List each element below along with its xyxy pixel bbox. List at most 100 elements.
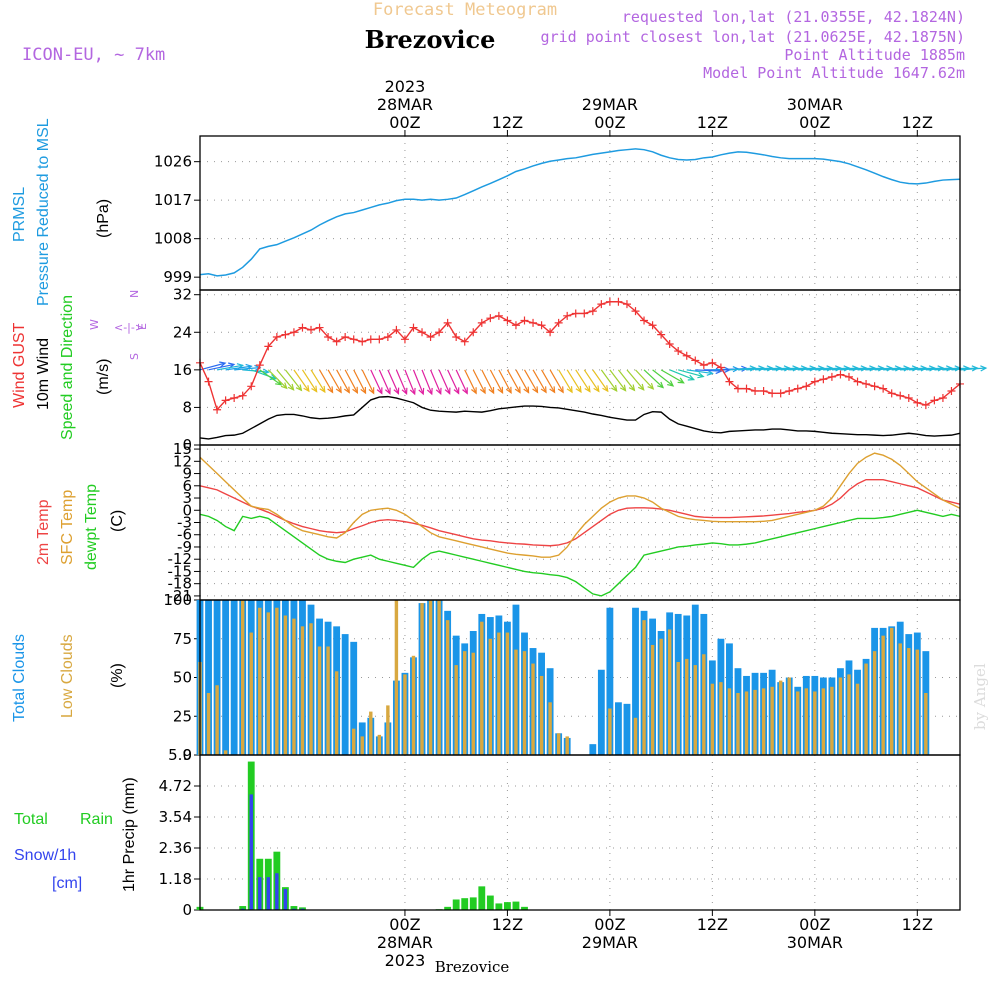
temp-ytick-label: 3 (182, 489, 192, 507)
low-clouds-bar (770, 686, 774, 755)
low-clouds-bar (283, 615, 288, 755)
wind-direction-arrow (378, 369, 391, 394)
gust-marker (255, 361, 264, 370)
gust-marker (819, 375, 828, 384)
snow-bar (283, 888, 288, 910)
wind-direction-arrowhead (401, 387, 408, 396)
pressure-ytick-label: 1008 (154, 230, 192, 248)
rain-bar (461, 898, 469, 910)
bottom-time-label: 12Z (902, 915, 933, 934)
gust-marker (597, 300, 606, 309)
wind-direction-arrow (216, 364, 243, 371)
clouds-ytick-label: 100 (163, 591, 192, 609)
precip-cm-label: [cm] (52, 875, 82, 892)
wind-direction-arrowhead (505, 386, 512, 395)
wind-direction-arrow (686, 369, 713, 375)
wind-direction-arrow (421, 369, 433, 395)
wind-direction-arrow (336, 369, 350, 393)
temp-ytick-label: -9 (177, 538, 192, 556)
low-clouds-bar (488, 638, 493, 755)
gust-marker (725, 377, 734, 386)
model-altitude: Model Point Altitude 1647.62m (703, 64, 965, 82)
top-time-label: 00Z (799, 113, 830, 132)
total-clouds-bar (623, 703, 631, 755)
precip-unit: 1hr Precip (mm) (121, 777, 138, 892)
low-clouds-bar (249, 632, 253, 755)
wind-direction-arrow (259, 369, 282, 386)
wind-direction-arrowhead (384, 387, 391, 395)
wind-speed-dir-label: Speed and Direction (59, 295, 76, 440)
rain-bar (469, 897, 477, 910)
product-title: Forecast Meteogram (373, 0, 557, 20)
gust-marker (537, 321, 546, 330)
low-clouds-bar (753, 689, 757, 755)
gust-marker (400, 335, 409, 344)
wind-direction-arrowhead (611, 384, 618, 392)
rain-bar (299, 907, 306, 910)
gust-marker (827, 372, 836, 381)
low-clouds-bar (223, 750, 228, 755)
wind-10m-label: 10m Wind (35, 338, 52, 410)
temp-ytick-label: -12 (168, 550, 193, 568)
gust-marker (324, 332, 333, 341)
point-altitude: Point Altitude 1885m (784, 46, 965, 64)
gust-marker (682, 351, 691, 360)
gust-marker (913, 398, 922, 407)
gust-marker (546, 328, 555, 337)
location-title: Brezovice (365, 25, 496, 54)
wind-direction-arrow (678, 369, 704, 378)
wind-direction-arrowhead (435, 387, 442, 396)
precip-snow-label: Snow/1h (14, 847, 76, 864)
precip-ytick-label: 5.9 (168, 746, 192, 764)
gust-marker (785, 386, 794, 395)
gust-marker (238, 391, 247, 400)
total-clouds-bar (350, 641, 358, 755)
gust-marker (810, 377, 819, 386)
wind-direction-arrowhead (593, 385, 600, 393)
gust-marker (605, 297, 614, 306)
bottom-time-label: 00Z (594, 915, 625, 934)
wind-direction-arrowhead (393, 387, 400, 395)
gust-marker (426, 332, 435, 341)
gust-marker (759, 386, 768, 395)
top-time-label: 12Z (697, 113, 728, 132)
temp-ytick-label: 9 (182, 465, 192, 483)
gust-marker (213, 405, 222, 414)
gust-marker (580, 309, 589, 318)
gust-marker (947, 386, 956, 395)
wind-direction-arrow (506, 369, 521, 393)
low-clouds-bar (650, 644, 655, 755)
wind-direction-arrowhead (311, 385, 318, 393)
rain-bar (486, 895, 494, 910)
wind-ytick-label: 8 (182, 398, 192, 416)
wind-direction-arrow (344, 369, 358, 394)
gust-marker (409, 323, 418, 332)
gust-marker (460, 337, 469, 346)
wind-direction-arrow (370, 369, 383, 394)
wind-direction-arrowhead (360, 387, 367, 395)
low-clouds-bar (360, 736, 364, 755)
wind-direction-arrowhead (280, 382, 288, 390)
wind-direction-arrow (635, 369, 654, 390)
gridpoint-coords: grid point closest lon,lat (21.0625E, 42… (541, 28, 965, 46)
gust-marker (930, 396, 939, 405)
bottom-time-label: 12Z (492, 915, 523, 934)
low-clouds-bar (428, 600, 433, 755)
low-clouds-bar (761, 688, 766, 755)
bottom-time-label: 28MAR (377, 933, 433, 952)
bottom-time-label: 00Z (389, 915, 420, 934)
wind-direction-arrow (643, 369, 664, 389)
top-time-label: 00Z (389, 113, 420, 132)
low-clouds-bar (821, 688, 826, 755)
gust-marker (571, 309, 580, 318)
temp-ytick-label: -3 (177, 514, 192, 532)
rain-bar (521, 906, 528, 910)
snow-bar (300, 908, 305, 910)
compass-n: N (128, 290, 141, 298)
wind-direction-arrowhead (303, 385, 310, 393)
low-clouds-bar (924, 693, 928, 755)
footer-location: Brezovice (435, 958, 510, 976)
wind-direction-arrow (455, 369, 468, 394)
low-clouds-bar (369, 711, 373, 755)
low-clouds-bar (266, 612, 271, 755)
